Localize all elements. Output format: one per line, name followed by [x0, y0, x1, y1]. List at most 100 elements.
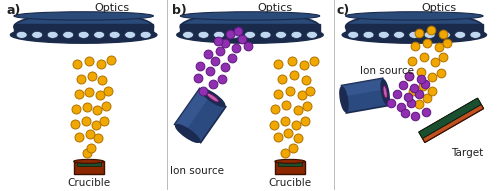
Point: [294, 137, 302, 140]
Point: [286, 89, 294, 92]
Text: Optics: Optics: [94, 3, 129, 13]
Point: [82, 119, 90, 122]
Ellipse shape: [14, 12, 153, 20]
Point: [412, 44, 420, 47]
Polygon shape: [278, 161, 302, 166]
Point: [420, 84, 428, 87]
Ellipse shape: [94, 31, 104, 38]
Point: [424, 96, 432, 99]
Point: [106, 58, 114, 61]
Point: [400, 83, 407, 86]
Polygon shape: [422, 104, 484, 142]
Point: [300, 63, 308, 66]
Ellipse shape: [201, 89, 224, 106]
Point: [84, 59, 92, 62]
Point: [435, 45, 443, 48]
Point: [281, 152, 289, 155]
Point: [228, 56, 236, 59]
Text: Target: Target: [451, 148, 484, 158]
Ellipse shape: [62, 31, 74, 38]
Point: [84, 90, 92, 93]
Ellipse shape: [109, 31, 120, 38]
Ellipse shape: [10, 27, 157, 43]
Point: [226, 32, 234, 35]
Point: [72, 107, 80, 110]
Point: [289, 147, 297, 150]
Text: Optics: Optics: [258, 3, 292, 13]
Point: [310, 59, 318, 62]
Ellipse shape: [244, 31, 256, 38]
Point: [278, 77, 286, 80]
Ellipse shape: [260, 31, 271, 38]
Polygon shape: [419, 98, 484, 142]
Ellipse shape: [440, 31, 450, 38]
Point: [86, 133, 94, 136]
Ellipse shape: [340, 87, 348, 112]
Point: [388, 101, 396, 104]
Point: [428, 75, 436, 78]
Point: [104, 89, 112, 92]
Ellipse shape: [470, 31, 481, 38]
Point: [418, 70, 426, 73]
Point: [88, 74, 96, 77]
Text: a): a): [7, 4, 22, 17]
Polygon shape: [74, 161, 104, 174]
Ellipse shape: [383, 86, 387, 98]
Point: [418, 77, 426, 80]
Ellipse shape: [424, 31, 435, 38]
Ellipse shape: [74, 159, 104, 163]
Point: [410, 86, 418, 89]
Point: [290, 73, 298, 76]
Point: [238, 37, 246, 40]
Ellipse shape: [14, 13, 153, 41]
Ellipse shape: [409, 31, 420, 38]
Text: Crucible: Crucible: [268, 178, 312, 188]
Point: [96, 93, 104, 96]
Point: [244, 44, 252, 47]
Point: [422, 110, 430, 113]
Point: [306, 89, 314, 92]
Point: [303, 104, 311, 107]
Point: [410, 89, 418, 92]
FancyBboxPatch shape: [180, 24, 320, 34]
Point: [194, 76, 202, 79]
Point: [82, 152, 90, 155]
Ellipse shape: [47, 31, 58, 38]
Ellipse shape: [346, 13, 483, 41]
Point: [402, 111, 409, 114]
Point: [274, 62, 282, 65]
Point: [432, 60, 440, 63]
Point: [298, 93, 306, 96]
Polygon shape: [419, 98, 481, 138]
Point: [270, 123, 278, 126]
Point: [439, 55, 447, 58]
Point: [196, 64, 204, 67]
Point: [412, 114, 420, 117]
Ellipse shape: [177, 27, 323, 43]
Polygon shape: [342, 78, 388, 113]
Text: Optics: Optics: [422, 3, 457, 13]
Point: [92, 123, 100, 126]
Point: [214, 39, 222, 42]
Ellipse shape: [180, 13, 320, 41]
Point: [301, 119, 309, 122]
Point: [70, 122, 78, 125]
Point: [234, 29, 242, 32]
Point: [428, 89, 436, 92]
Point: [288, 59, 296, 62]
Text: Ion source: Ion source: [360, 66, 414, 76]
Point: [302, 78, 310, 81]
Ellipse shape: [363, 31, 374, 38]
Point: [82, 105, 90, 108]
Point: [428, 28, 436, 31]
FancyBboxPatch shape: [14, 24, 153, 34]
Ellipse shape: [306, 31, 318, 38]
Point: [218, 77, 226, 80]
Point: [92, 108, 100, 111]
Point: [232, 46, 240, 49]
Point: [424, 41, 432, 44]
Point: [394, 92, 402, 95]
Polygon shape: [342, 78, 384, 96]
Ellipse shape: [381, 80, 389, 104]
Point: [282, 103, 290, 106]
